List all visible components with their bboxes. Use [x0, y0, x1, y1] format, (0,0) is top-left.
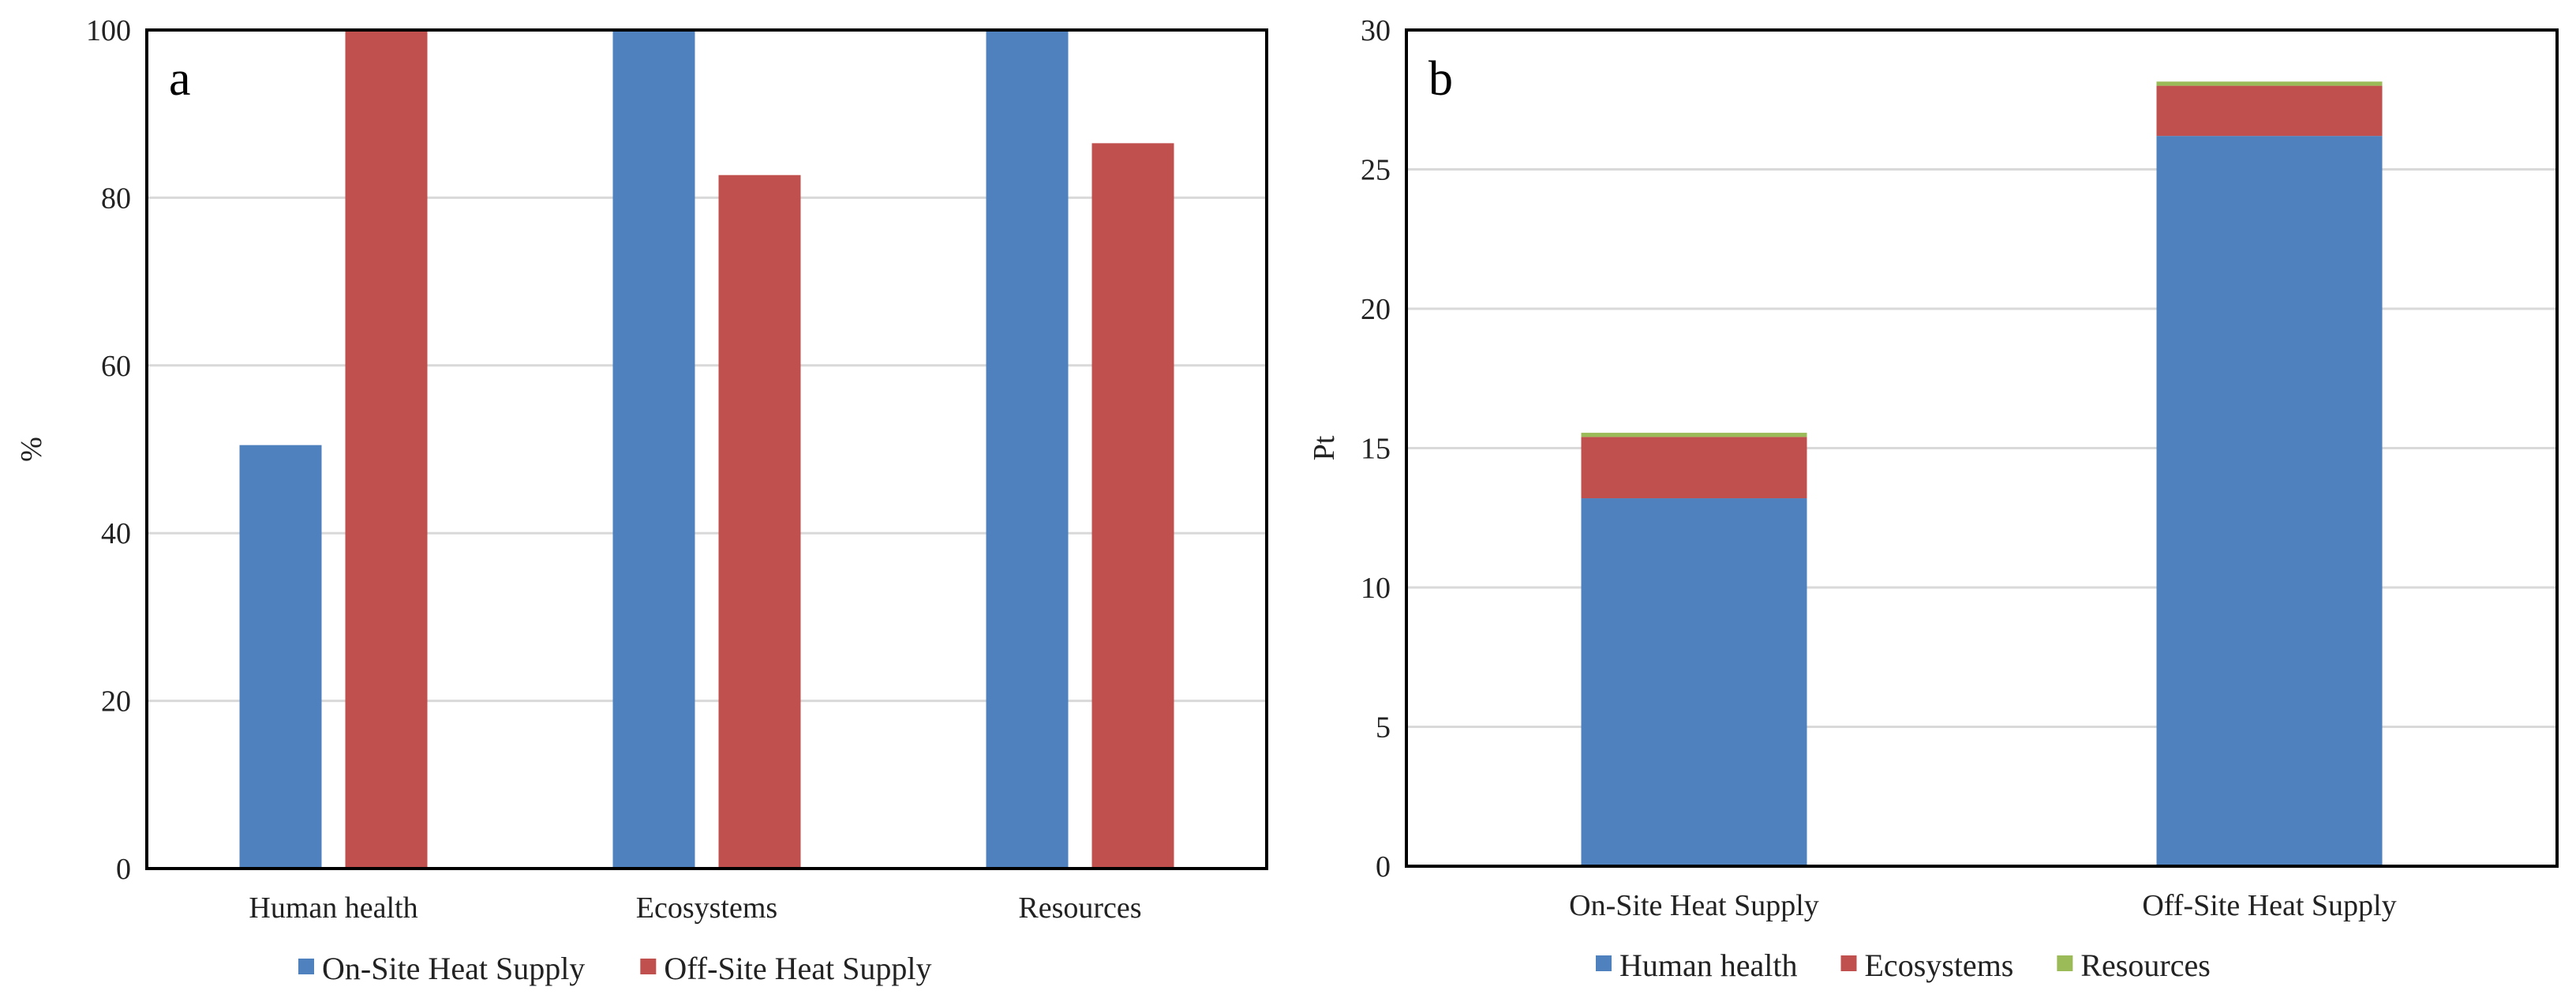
b-bar-on-site-heat-supply-ecosystems: [1581, 437, 1807, 499]
chart-b-x-ticks: On-Site Heat Supply Off-Site Heat Supply: [1569, 889, 2396, 922]
b-legend-swatch: [1596, 955, 1612, 971]
chart-b: 0 5 10 15 20 25 30 On-Site Heat Supply Off-Site…: [1308, 14, 2559, 983]
b-bar-off-site-heat-supply-resources: [2156, 81, 2383, 86]
chart-b-legend: Human health Ecosystems Resources: [1596, 948, 2211, 983]
a-x-tick-label: Ecosystems: [636, 891, 777, 925]
a-y-tick-label: 100: [86, 14, 131, 47]
b-legend-label: Ecosystems: [1865, 948, 2014, 983]
a-bar-resources-off-site-heat-supply: [1091, 143, 1174, 869]
a-x-tick-label: Resources: [1018, 891, 1141, 925]
chart-b-bars: [1581, 81, 2383, 866]
b-bar-on-site-heat-supply-resources: [1581, 433, 1807, 437]
chart-b-gridlines: [1406, 168, 2557, 728]
a-x-tick-label: Human health: [249, 891, 417, 925]
chart-a-plot-frame: [145, 28, 1268, 870]
b-y-tick-label: 5: [1376, 711, 1391, 745]
chart-a-y-axis-label: %: [15, 437, 48, 462]
b-x-tick-label: Off-Site Heat Supply: [2142, 889, 2396, 922]
a-y-tick-label: 20: [101, 685, 131, 719]
chart-b-panel-label: b: [1428, 52, 1453, 106]
chart-a: 0 20 40 60 80 100 Human health Ecosystems Resou…: [15, 14, 1268, 986]
chart-a-bars: [239, 30, 1174, 869]
b-legend-item-resources: Resources: [2057, 948, 2211, 983]
b-y-tick-label: 0: [1376, 850, 1391, 884]
a-legend-swatch: [298, 959, 314, 974]
b-bar-off-site-heat-supply-ecosystems: [2156, 85, 2383, 137]
a-y-tick-label: 0: [116, 853, 131, 886]
chart-a-y-ticks: 0 20 40 60 80 100: [86, 14, 131, 886]
chart-a-panel-label: a: [169, 52, 191, 106]
b-y-tick-label: 25: [1361, 154, 1391, 187]
b-y-tick-label: 10: [1361, 572, 1391, 605]
a-bar-human-health-on-site-heat-supply: [239, 445, 322, 869]
chart-b-y-ticks: 0 5 10 15 20 25 30: [1361, 14, 1391, 884]
b-legend-label: Human health: [1619, 948, 1798, 983]
b-legend-swatch: [1840, 955, 1857, 971]
b-bar-off-site-heat-supply-human-health: [2156, 136, 2383, 866]
a-y-tick-label: 80: [101, 182, 131, 215]
a-y-tick-label: 60: [101, 350, 131, 383]
a-legend-swatch: [640, 959, 657, 974]
b-x-tick-label: On-Site Heat Supply: [1569, 889, 1819, 922]
chart-a-gridlines: [147, 196, 1267, 703]
a-legend-label: Off-Site Heat Supply: [664, 951, 931, 986]
b-y-tick-label: 15: [1361, 433, 1391, 466]
b-y-tick-label: 30: [1361, 14, 1391, 47]
b-legend-swatch: [2057, 955, 2073, 971]
chart-a-legend: On-Site Heat Supply Off-Site Heat Supply: [298, 951, 932, 986]
a-bar-resources-on-site-heat-supply: [986, 30, 1069, 869]
a-y-tick-label: 40: [101, 517, 131, 550]
a-bar-ecosystems-on-site-heat-supply: [612, 30, 695, 869]
b-bar-on-site-heat-supply-human-health: [1581, 498, 1807, 866]
a-legend-label: On-Site Heat Supply: [322, 951, 585, 986]
b-legend-label: Resources: [2080, 948, 2210, 983]
a-bar-ecosystems-off-site-heat-supply: [718, 175, 801, 869]
b-y-tick-label: 20: [1361, 293, 1391, 326]
b-legend-item-human-health: Human health: [1596, 948, 1798, 983]
b-legend-item-ecosystems: Ecosystems: [1840, 948, 2014, 983]
chart-a-x-ticks: Human health Ecosystems Resources: [249, 891, 1141, 925]
a-bar-human-health-off-site-heat-supply: [345, 30, 428, 869]
a-legend-item-off-site-heat-supply: Off-Site Heat Supply: [640, 951, 932, 986]
chart-b-plot-frame: [1405, 28, 2559, 868]
chart-b-y-axis-label: Pt: [1308, 435, 1341, 460]
a-legend-item-on-site-heat-supply: On-Site Heat Supply: [298, 951, 585, 986]
